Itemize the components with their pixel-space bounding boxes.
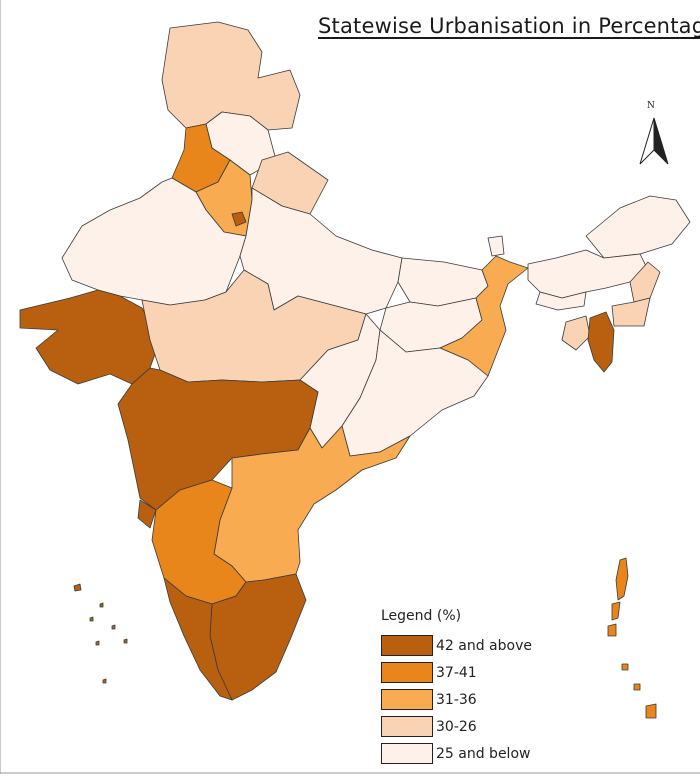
region-odisha: [341, 329, 489, 457]
north-arrow-icon: [639, 117, 669, 165]
region-lakshadweep: [111, 624, 116, 630]
legend-item: 42 and above: [381, 632, 581, 659]
region-lakshadweep: [73, 583, 82, 592]
region-lakshadweep: [123, 638, 128, 644]
legend-label: 37-41: [436, 664, 477, 681]
legend-swatch: [381, 635, 433, 656]
region-andaman-nicobar: [615, 557, 629, 601]
region-lakshadweep: [102, 678, 107, 684]
legend-label: 30-26: [436, 718, 477, 735]
region-nagaland: [629, 261, 661, 303]
legend-swatch: [381, 689, 433, 710]
region-andaman-nicobar: [611, 601, 621, 621]
legend-item: 25 and below: [381, 740, 581, 767]
north-label: N: [647, 101, 655, 111]
legend-swatch: [381, 716, 433, 737]
legend-swatch: [381, 743, 433, 764]
region-andaman-nicobar: [621, 663, 629, 671]
legend-swatch: [381, 662, 433, 683]
region-lakshadweep: [99, 602, 104, 608]
map-title: Statewise Urbanisation in Percentage: [318, 14, 700, 38]
legend-label: 31-36: [436, 691, 477, 708]
legend-item: 30-26: [381, 713, 581, 740]
region-andaman-nicobar: [633, 683, 641, 691]
region-meghalaya: [535, 291, 587, 311]
legend-label: 42 and above: [436, 637, 532, 654]
region-gujarat: [19, 289, 161, 385]
region-tripura: [561, 315, 591, 351]
region-assam: [527, 249, 649, 299]
region-jammu-kashmir: [161, 21, 301, 131]
legend-title: Legend (%): [381, 608, 462, 624]
region-lakshadweep: [95, 640, 100, 646]
region-andaman-nicobar: [645, 703, 657, 719]
legend-item: 31-36: [381, 686, 581, 713]
region-goa: [137, 499, 157, 529]
region-lakshadweep: [89, 616, 94, 622]
region-arunachal-pradesh: [585, 195, 691, 259]
region-sikkim: [487, 235, 505, 257]
legend-item: 37-41: [381, 659, 581, 686]
region-andaman-nicobar: [607, 623, 617, 637]
region-mizoram: [587, 311, 615, 373]
legend: Legend (%) 42 and above 37-41 31-36 30-2…: [381, 608, 581, 767]
region-delhi: [231, 211, 247, 227]
region-kerala: [163, 577, 233, 701]
legend-label: 25 and below: [436, 745, 531, 762]
region-manipur: [611, 297, 651, 327]
